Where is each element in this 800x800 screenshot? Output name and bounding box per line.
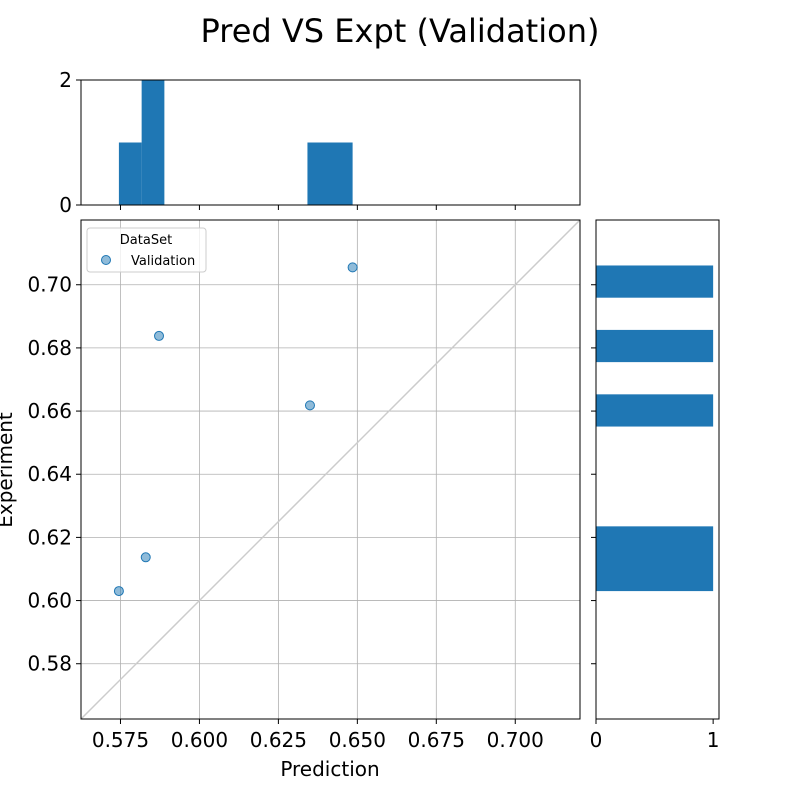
y-axis-label: Experiment (0, 412, 17, 528)
right-histogram-x-tick-label: 1 (707, 728, 720, 752)
right-histogram-bar (596, 526, 714, 592)
x-tick-label: 0.600 (171, 728, 228, 752)
right-histogram-x-tick-label: 0 (590, 728, 603, 752)
data-point (304, 400, 315, 411)
identity-line (80, 219, 581, 720)
right-histogram-bar (596, 394, 714, 427)
top-histogram-bar (118, 142, 142, 205)
chart-title: Pred VS Expt (Validation) (201, 12, 600, 50)
legend-label-validation: Validation (131, 254, 195, 269)
x-tick-label: 0.675 (408, 728, 465, 752)
x-tick-label: 0.700 (487, 728, 544, 752)
top-histogram-y-tick-label: 0 (59, 193, 72, 217)
top-histogram: 02 (59, 68, 581, 217)
x-axis-label: Prediction (280, 757, 379, 781)
x-tick-label: 0.625 (250, 728, 307, 752)
y-tick-label: 0.66 (27, 399, 72, 423)
right-histogram-bar (596, 329, 714, 363)
y-tick-label: 0.60 (27, 589, 72, 613)
right-histogram-background (596, 220, 719, 719)
right-histogram-bar (596, 265, 714, 298)
main-plot-frame (80, 219, 581, 720)
y-tick-label: 0.64 (27, 462, 72, 486)
x-tick-label: 0.575 (92, 728, 149, 752)
data-point (347, 262, 358, 273)
data-point (140, 552, 151, 563)
y-tick-label: 0.62 (27, 525, 72, 549)
x-tick-label: 0.650 (329, 728, 386, 752)
top-histogram-bar (307, 142, 353, 205)
legend-box (86, 227, 207, 273)
top-histogram-y-tick-label: 2 (59, 68, 72, 92)
legend-marker-validation (101, 255, 111, 265)
main-scatter-plot: 0.575 0.600 0.625 0.650 0.675 0.700 0.58 0.60 0.… (27, 219, 581, 752)
legend: DataSet Validation (86, 227, 207, 273)
top-histogram-bar (141, 80, 165, 205)
y-tick-label: 0.58 (27, 652, 72, 676)
legend-title: DataSet (120, 233, 172, 248)
data-point (113, 586, 124, 597)
y-tick-label: 0.68 (27, 336, 72, 360)
right-histogram-frame (595, 219, 720, 720)
data-point (154, 330, 165, 341)
y-tick-label: 0.70 (27, 273, 72, 297)
top-histogram-frame (80, 79, 581, 206)
